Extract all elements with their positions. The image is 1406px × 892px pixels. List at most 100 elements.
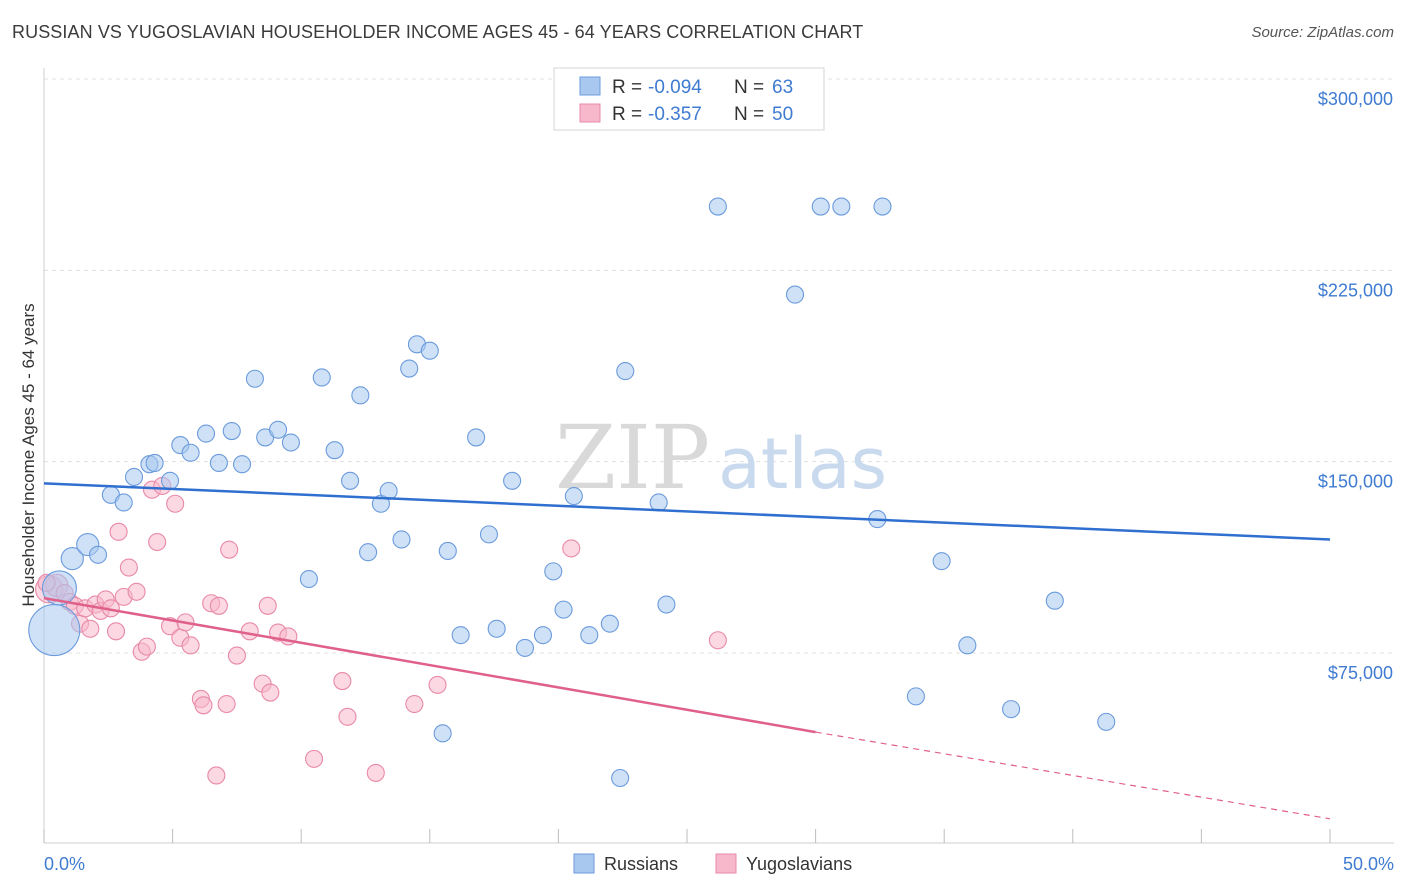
russians-point bbox=[785, 285, 805, 304]
yugoslavians-trend-line bbox=[43, 596, 816, 734]
russians-point bbox=[325, 441, 344, 460]
russians-point bbox=[420, 341, 439, 360]
russians-point bbox=[281, 433, 300, 452]
yugoslavians-point bbox=[148, 532, 167, 552]
yugoslavians-point bbox=[217, 694, 236, 714]
russians-point bbox=[359, 543, 378, 562]
russians-point bbox=[958, 636, 977, 655]
russians-point bbox=[269, 420, 288, 439]
russians-point bbox=[616, 362, 635, 381]
yugoslavians-point bbox=[240, 622, 259, 641]
russians-point bbox=[312, 368, 331, 387]
russians-point bbox=[160, 471, 180, 490]
yugoslavians-point bbox=[106, 622, 126, 641]
yugoslavians-points bbox=[34, 476, 727, 785]
source-label: Source: ZipAtlas.com bbox=[1251, 24, 1394, 41]
russians-point bbox=[41, 570, 77, 606]
russians-point bbox=[196, 424, 216, 443]
yugoslavians-point bbox=[428, 675, 447, 694]
russians-point bbox=[544, 562, 563, 581]
series-legend: Russians Yugoslavians bbox=[573, 853, 852, 874]
y-tick-label: $150,000 bbox=[1318, 472, 1393, 492]
russians-point bbox=[400, 359, 419, 378]
russians-point bbox=[657, 595, 676, 614]
russians-point bbox=[906, 687, 925, 706]
legend-n-label-yugoslavians: N = bbox=[734, 104, 764, 125]
russians-point bbox=[181, 443, 200, 462]
legend-n-value-russians: 63 bbox=[772, 77, 793, 98]
yugoslavians-point bbox=[137, 637, 156, 656]
y-tick-labels: $75,000 $150,000 $225,000 $300,000 bbox=[1318, 89, 1393, 683]
bottom-legend-swatch-yugoslavians bbox=[715, 853, 737, 874]
correlation-legend: R = -0.094 N = 63 R = -0.357 N = 50 bbox=[553, 67, 825, 131]
yugoslavians-point bbox=[305, 749, 324, 768]
russians-point bbox=[832, 197, 851, 216]
yugoslavians-point bbox=[562, 539, 581, 558]
bottom-legend-label-yugoslavians: Yugoslavians bbox=[746, 854, 852, 874]
russians-point bbox=[600, 614, 619, 633]
russians-point bbox=[611, 768, 630, 788]
yugoslavians-point bbox=[181, 636, 200, 655]
legend-swatch-yugoslavians bbox=[579, 103, 601, 123]
russians-point bbox=[1002, 700, 1021, 719]
yugoslavians-point bbox=[261, 683, 280, 702]
russians-trend-line bbox=[43, 482, 1331, 541]
russians-point bbox=[451, 626, 470, 645]
yugoslavians-point bbox=[109, 522, 128, 541]
y-tick-label: $75,000 bbox=[1328, 663, 1393, 683]
russians-point bbox=[351, 386, 370, 405]
legend-swatch-russians bbox=[579, 76, 601, 96]
legend-r-label-russians: R = bbox=[612, 77, 642, 98]
russians-point bbox=[708, 197, 727, 216]
bottom-legend-swatch-russians bbox=[573, 853, 595, 874]
russians-point bbox=[503, 471, 522, 490]
yugoslavians-point bbox=[166, 494, 185, 513]
russians-point bbox=[88, 545, 108, 564]
russians-point bbox=[533, 626, 553, 645]
yugoslavians-point bbox=[119, 558, 138, 577]
yugoslavians-point bbox=[333, 672, 352, 691]
russians-point bbox=[209, 453, 228, 472]
legend-r-value-russians: -0.094 bbox=[648, 77, 702, 98]
legend-n-value-yugoslavians: 50 bbox=[772, 104, 793, 125]
yugoslavians-point bbox=[227, 646, 246, 665]
russians-point bbox=[392, 530, 411, 549]
trend-lines bbox=[43, 482, 1331, 820]
russians-point bbox=[245, 369, 264, 388]
y-axis-label: Householder Income Ages 45 - 64 years bbox=[19, 303, 38, 606]
chart-title: RUSSIAN VS YUGOSLAVIAN HOUSEHOLDER INCOM… bbox=[12, 22, 864, 42]
russians-point bbox=[515, 638, 535, 657]
legend-r-label-yugoslavians: R = bbox=[612, 104, 642, 125]
russians-point bbox=[145, 453, 164, 472]
russians-point bbox=[932, 552, 951, 571]
yugoslavians-point bbox=[366, 763, 385, 782]
legend-n-label-russians: N = bbox=[734, 77, 764, 98]
bottom-legend-label-russians: Russians bbox=[604, 854, 678, 874]
russians-point bbox=[28, 603, 81, 657]
yugoslavians-point bbox=[220, 540, 239, 559]
yugoslavians-point bbox=[209, 596, 228, 615]
russians-point bbox=[60, 547, 84, 571]
yugoslavians-point bbox=[338, 707, 357, 726]
x-axis-ticks bbox=[43, 829, 1331, 843]
russians-point bbox=[232, 455, 252, 474]
legend-r-value-yugoslavians: -0.357 bbox=[648, 104, 702, 125]
russians-point bbox=[341, 471, 360, 490]
watermark-atlas: atlas bbox=[718, 423, 887, 505]
russians-point bbox=[124, 467, 144, 487]
russians-point bbox=[114, 493, 133, 512]
russians-point bbox=[580, 626, 599, 645]
russians-point bbox=[467, 428, 486, 447]
russians-point bbox=[1045, 591, 1064, 610]
yugoslavians-point bbox=[194, 696, 213, 715]
russians-point bbox=[222, 422, 241, 441]
russians-point bbox=[438, 541, 457, 561]
yugoslavians-point bbox=[405, 694, 424, 714]
x-tick-label-max: 50.0% bbox=[1343, 854, 1394, 874]
russians-point bbox=[649, 493, 668, 512]
russians-point bbox=[873, 197, 892, 216]
russians-point bbox=[479, 525, 499, 544]
y-tick-label: $300,000 bbox=[1318, 89, 1393, 109]
russians-point bbox=[1097, 712, 1116, 731]
